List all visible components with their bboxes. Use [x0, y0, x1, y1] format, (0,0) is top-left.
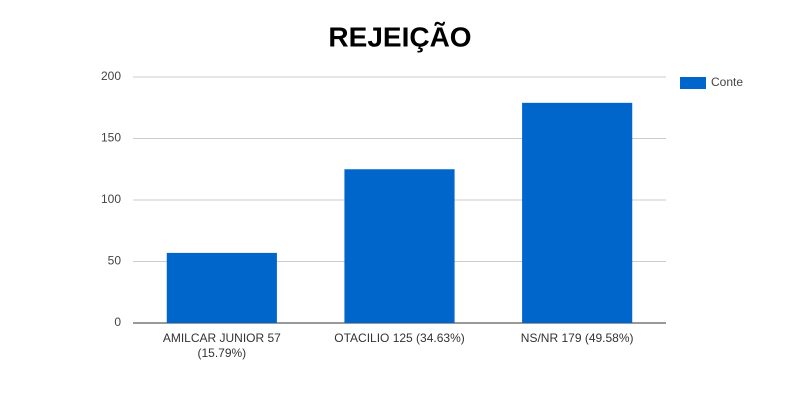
- legend-swatch: [680, 77, 706, 89]
- bar: [522, 102, 633, 323]
- y-tick-label: 100: [101, 192, 121, 206]
- x-tick-label: NS/NR 179 (49.58%): [520, 331, 634, 345]
- bar: [166, 252, 277, 323]
- legend-label: Conte: [711, 75, 743, 89]
- y-tick-label: 50: [108, 254, 122, 268]
- x-tick-label: AMILCAR JUNIOR 57 (15.79%): [162, 331, 281, 360]
- chart-title: REJEIÇÃO: [328, 21, 471, 52]
- y-tick-label: 150: [101, 131, 121, 145]
- y-tick-label: 0: [114, 315, 121, 329]
- x-tick-label: OTACILIO 125 (34.63%): [334, 331, 465, 345]
- bar: [344, 169, 455, 323]
- y-tick-label: 200: [101, 69, 121, 83]
